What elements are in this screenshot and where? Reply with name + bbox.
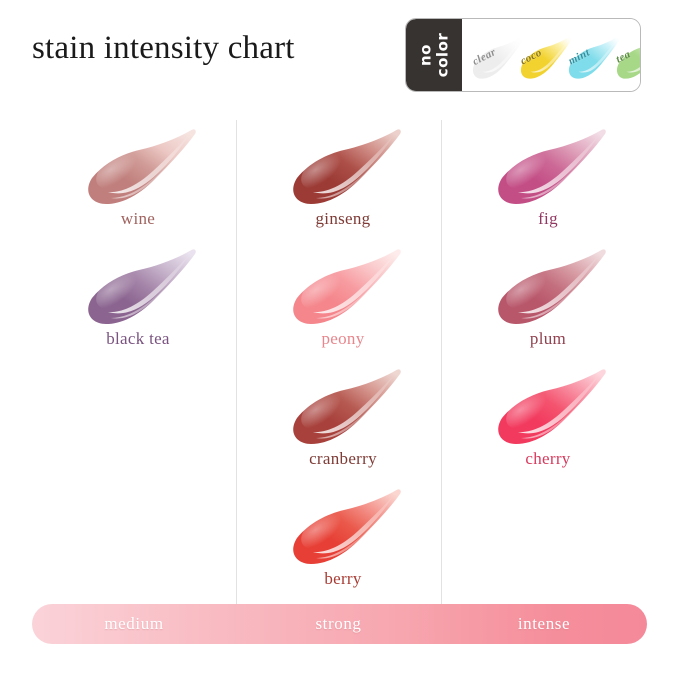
header: stain intensity chart no color clear [0,0,679,110]
swatch-cell-fig[interactable]: fig [488,122,678,240]
swatch-art-black-tea [78,242,198,328]
swatch-smear [293,249,401,324]
swatch-label-cherry: cherry [525,449,571,468]
no-color-tab: no color [406,19,462,91]
swatch-cell-berry[interactable]: berry [283,482,473,600]
swatch-label-berry: berry [324,569,362,588]
swatch-cell-cranberry[interactable]: cranberry [283,362,473,480]
swatch-art-cherry [488,362,608,448]
swatch-label-fig: fig [538,209,558,228]
swatch-smear [498,129,606,204]
column-divider-1 [236,120,237,605]
swatch-label-peony: peony [321,329,365,348]
mini-smear [472,35,525,79]
swatch-smear [88,129,196,204]
swatch-cell-wine[interactable]: wine [78,122,268,240]
swatch-cell-black-tea[interactable]: black tea [78,242,268,360]
swatch-cell-ginseng[interactable]: ginseng [283,122,473,240]
swatch-cell-cherry[interactable]: cherry [488,362,678,480]
swatch-smear [498,249,606,324]
mini-smear [520,35,573,79]
mini-swatch-tea: tea [612,31,640,81]
swatch-art-wine [78,122,198,208]
swatch-label-ginseng: ginseng [315,209,371,228]
no-color-line-1: no [415,44,434,66]
swatch-smear [293,489,401,564]
swatch-smear [88,249,196,324]
mini-swatch-coco: coco [516,31,574,81]
swatch-smear [498,369,606,444]
swatch-art-cranberry [283,362,403,448]
intensity-segment-medium: medium [104,614,164,633]
mini-swatch-strip: clear coco [462,19,640,91]
no-color-badge: no color clear [405,18,641,92]
swatch-label-plum: plum [529,329,567,348]
no-color-tab-text: no color [415,32,451,78]
column-divider-2 [441,120,442,605]
intensity-segment-intense: intense [517,614,571,633]
intensity-bar: medium strong intense [32,604,647,644]
swatch-art-plum [488,242,608,328]
swatch-cell-peony[interactable]: peony [283,242,473,360]
swatch-art-berry [283,482,403,568]
swatch-art-fig [488,122,608,208]
mini-swatch-mint: mint [564,31,622,81]
no-color-line-2: color [432,32,451,78]
swatch-label-black-tea: black tea [106,329,170,348]
page-title: stain intensity chart [32,30,295,66]
swatch-label-cranberry: cranberry [309,449,377,468]
swatch-art-ginseng [283,122,403,208]
intensity-segment-strong: strong [315,614,362,633]
swatch-label-wine: wine [120,209,156,228]
swatch-smear [293,129,401,204]
mini-smear [616,47,640,79]
mini-swatch-clear: clear [468,31,526,81]
mini-smear [568,35,621,79]
swatch-cell-plum[interactable]: plum [488,242,678,360]
swatch-art-peony [283,242,403,328]
swatch-smear [293,369,401,444]
